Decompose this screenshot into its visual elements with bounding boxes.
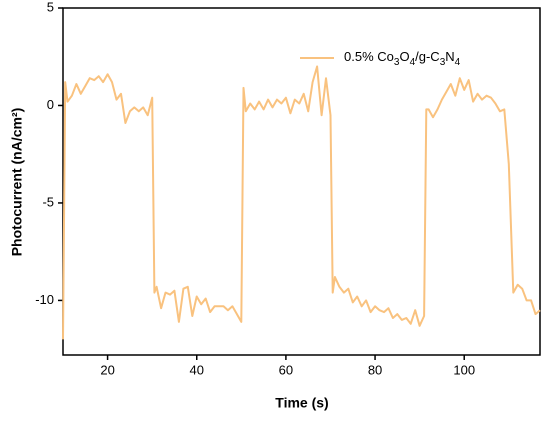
- x-tick-label: 40: [190, 362, 204, 377]
- y-tick-label: -5: [42, 194, 54, 209]
- y-tick-label: -10: [35, 292, 54, 307]
- x-tick-label: 100: [453, 362, 475, 377]
- plot-frame: [62, 7, 541, 356]
- x-tick-label: 60: [279, 362, 293, 377]
- y-tick-label: 5: [47, 0, 54, 14]
- x-axis-label: Time (s): [275, 395, 328, 411]
- x-tick-label: 80: [368, 362, 382, 377]
- x-tick-label: 20: [100, 362, 114, 377]
- y-axis-label: Photocurrent (nA/cm²): [9, 108, 25, 257]
- legend-label: 0.5% Co3O4/g-C3N4: [344, 49, 461, 67]
- y-tick-label: 0: [47, 97, 54, 112]
- data-line: [62, 65, 541, 340]
